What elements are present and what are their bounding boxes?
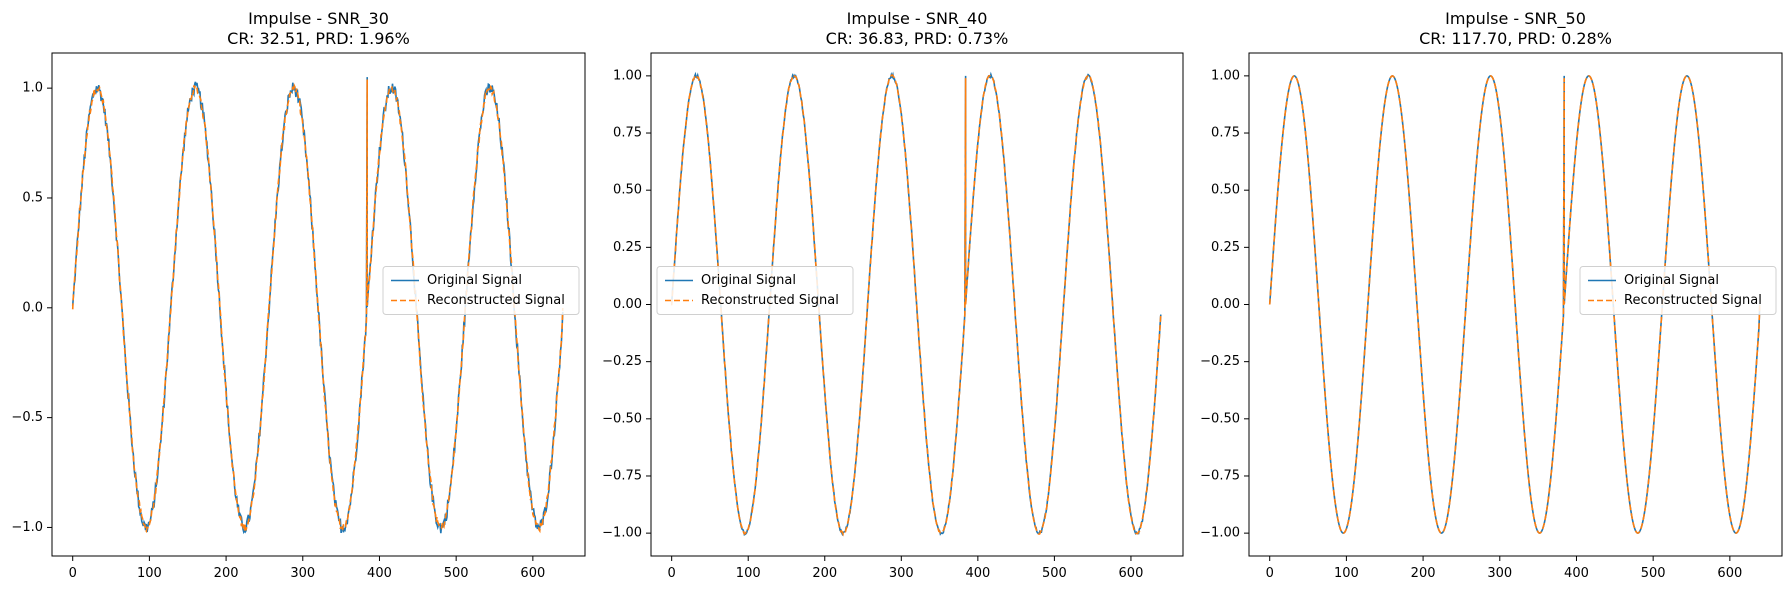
x-tick-label: 500	[1641, 566, 1666, 581]
chart-subtitle: CR: 36.83, PRD: 0.73%	[826, 29, 1009, 48]
legend: Original Signal Reconstructed Signal	[656, 266, 854, 315]
y-tick-label: 1.00	[1211, 68, 1240, 83]
x-tick-label: 600	[1119, 566, 1144, 581]
x-tick-label: 400	[965, 566, 990, 581]
series-reconstructed-signal	[670, 73, 1162, 537]
y-tick-label: 0.25	[613, 240, 642, 255]
legend-label: Reconstructed Signal	[1624, 293, 1762, 308]
legend-label: Original Signal	[427, 273, 522, 288]
x-tick-label: 400	[1564, 566, 1589, 581]
plot-area	[71, 77, 564, 535]
series-reconstructed-signal	[71, 79, 564, 534]
y-tick-label: −0.25	[602, 354, 642, 369]
y-tick-label: −1.00	[602, 526, 642, 541]
chart-title: Impulse - SNR_40	[847, 9, 988, 29]
x-tick-label: 500	[444, 566, 469, 581]
legend-box	[382, 266, 580, 315]
y-tick-label: 0.00	[1211, 297, 1240, 312]
x-tick-label: 200	[214, 566, 239, 581]
legend-label: Original Signal	[701, 273, 796, 288]
y-tick-label: 0.75	[613, 126, 642, 141]
legend-label: Reconstructed Signal	[427, 293, 565, 308]
x-tick-label: 600	[520, 566, 545, 581]
y-tick-label: −1.0	[11, 520, 43, 535]
x-tick-label: 200	[1411, 566, 1436, 581]
x-tick-label: 100	[736, 566, 761, 581]
chart-subtitle: CR: 32.51, PRD: 1.96%	[227, 29, 410, 48]
y-tick-label: −0.75	[1200, 468, 1240, 483]
x-tick-label: 300	[290, 566, 315, 581]
y-tick-label: 0.50	[1211, 183, 1240, 198]
x-tick-label: 500	[1042, 566, 1067, 581]
x-tick-label: 0	[668, 566, 676, 581]
x-tick-label: 100	[1334, 566, 1359, 581]
x-tick-label: 600	[1717, 566, 1742, 581]
y-tick-label: −0.50	[602, 411, 642, 426]
y-tick-label: 1.00	[613, 68, 642, 83]
axes-frame	[51, 52, 586, 557]
x-tick-label: 300	[889, 566, 914, 581]
y-tick-label: −0.5	[11, 410, 43, 425]
y-tick-label: 0.50	[613, 183, 642, 198]
y-tick-label: 0.0	[22, 300, 43, 315]
x-tick-label: 300	[1487, 566, 1512, 581]
y-tick-label: 1.0	[22, 81, 43, 96]
chart-subtitle: CR: 117.70, PRD: 0.28%	[1419, 29, 1612, 48]
legend: Original Signal Reconstructed Signal	[382, 266, 580, 315]
y-tick-label: −0.25	[1200, 354, 1240, 369]
legend: Original Signal Reconstructed Signal	[1579, 266, 1777, 315]
legend-label: Original Signal	[1624, 273, 1719, 288]
series-reconstructed-signal	[1268, 75, 1761, 534]
legend-label: Reconstructed Signal	[701, 293, 839, 308]
plot-area	[670, 71, 1162, 537]
x-tick-label: 400	[367, 566, 392, 581]
x-tick-label: 100	[137, 566, 162, 581]
y-tick-label: −0.75	[602, 468, 642, 483]
y-tick-label: 0.5	[22, 190, 43, 205]
y-tick-label: 0.75	[1211, 126, 1240, 141]
legend-box	[656, 266, 854, 315]
x-tick-label: 200	[812, 566, 837, 581]
y-tick-label: 0.25	[1211, 240, 1240, 255]
y-tick-label: −0.50	[1200, 411, 1240, 426]
chart-title: Impulse - SNR_50	[1445, 9, 1586, 29]
legend-box	[1579, 266, 1777, 315]
x-tick-label: 0	[69, 566, 77, 581]
y-tick-label: 0.00	[613, 297, 642, 312]
chart-title: Impulse - SNR_30	[248, 9, 389, 29]
y-tick-label: −1.00	[1200, 526, 1240, 541]
plot-area	[1268, 75, 1761, 534]
x-tick-label: 0	[1266, 566, 1274, 581]
